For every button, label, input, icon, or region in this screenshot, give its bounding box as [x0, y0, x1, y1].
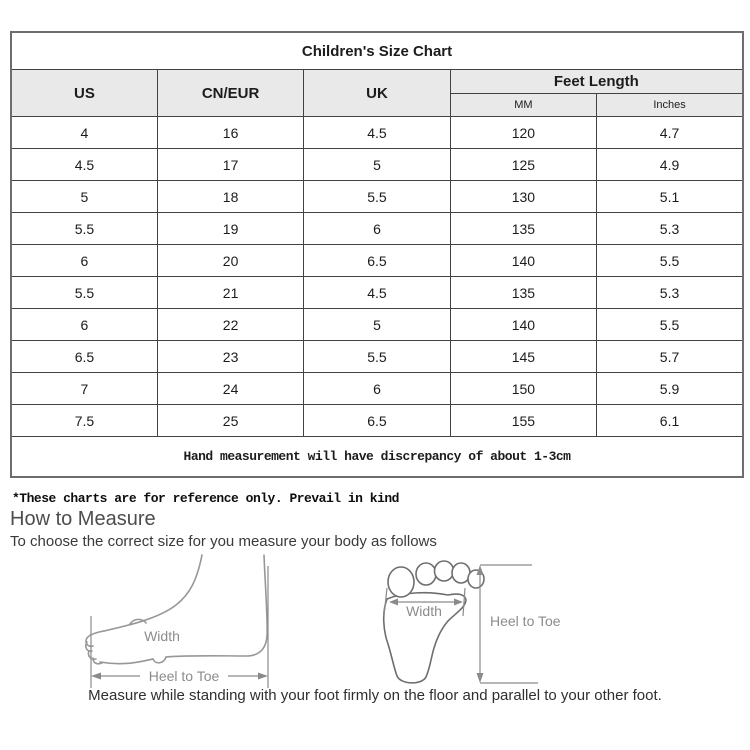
size-cell: 5.5: [10, 212, 158, 245]
size-cell: 5.5: [596, 308, 744, 341]
column-header-us: US: [10, 69, 158, 117]
size-cell: 6: [303, 212, 451, 245]
size-cell: 135: [449, 276, 598, 309]
table-row: 5.5 19 6 135 5.3: [10, 212, 744, 245]
column-header-feet-length: Feet Length: [449, 69, 744, 94]
column-header-uk: UK: [303, 69, 451, 117]
size-cell: 150: [449, 372, 598, 405]
table-row: 6.5 23 5.5 145 5.7: [10, 340, 744, 373]
size-cell: 5.3: [596, 212, 744, 245]
size-cell: 19: [156, 212, 305, 245]
table-row: 4 16 4.5 120 4.7: [10, 116, 744, 149]
size-cell: 6: [303, 372, 451, 405]
size-cell: 5.5: [303, 180, 451, 213]
size-cell: 4: [10, 116, 158, 149]
size-cell: 6.5: [10, 340, 158, 373]
arrowheads: [91, 672, 268, 680]
size-cell: 135: [449, 212, 598, 245]
table-footnote-row: Hand measurement will have discrepancy o…: [10, 436, 744, 478]
size-cell: 4.5: [10, 148, 158, 181]
size-cell: 20: [156, 244, 305, 277]
size-cell: 125: [449, 148, 598, 181]
footprint-diagram: Width Heel to Toe: [382, 560, 561, 684]
size-cell: 4.7: [596, 116, 744, 149]
table-row: 7.5 25 6.5 155 6.1: [10, 404, 744, 437]
size-cell: 5.7: [596, 340, 744, 373]
width-measure-lines: [383, 587, 466, 617]
table-row: 5 18 5.5 130 5.1: [10, 180, 744, 213]
size-cell: 17: [156, 148, 305, 181]
table-row: 7 24 6 150 5.9: [10, 372, 744, 405]
table-title-row: Children's Size Chart: [10, 31, 744, 70]
footprint-outline-icon: [382, 560, 485, 684]
size-cell: 4.5: [303, 276, 451, 309]
size-cell: 5: [303, 148, 451, 181]
size-cell: 5.9: [596, 372, 744, 405]
size-cell: 24: [156, 372, 305, 405]
size-cell: 5.3: [596, 276, 744, 309]
size-cell: 145: [449, 340, 598, 373]
how-to-measure-heading: How to Measure: [10, 508, 156, 530]
size-chart-title: Children's Size Chart: [10, 31, 744, 70]
measurement-discrepancy-note: Hand measurement will have discrepancy o…: [10, 436, 744, 478]
side-foot-heel-to-toe-label: Heel to Toe: [149, 668, 220, 684]
size-cell: 4.9: [596, 148, 744, 181]
measure-instruction-caption: Measure while standing with your foot fi…: [88, 687, 662, 704]
footprint-width-label: Width: [406, 603, 442, 619]
table-row: 4.5 17 5 125 4.9: [10, 148, 744, 181]
size-cell: 140: [449, 308, 598, 341]
table-header-row: US CN/EUR UK Feet Length: [10, 69, 744, 117]
size-cell: 6.5: [303, 404, 451, 437]
size-cell: 155: [449, 404, 598, 437]
side-foot-width-label: Width: [144, 628, 180, 644]
size-cell: 22: [156, 308, 305, 341]
size-cell: 130: [449, 180, 598, 213]
size-cell: 18: [156, 180, 305, 213]
size-cell: 16: [156, 116, 305, 149]
foot-side-outline-icon: [85, 554, 268, 665]
column-header-mm: MM: [449, 93, 598, 117]
size-cell: 6: [10, 244, 158, 277]
size-cell: 6: [10, 308, 158, 341]
column-header-cn-eur: CN/EUR: [156, 69, 305, 117]
size-cell: 5.5: [303, 340, 451, 373]
size-cell: 5.5: [596, 244, 744, 277]
column-header-inches: Inches: [596, 93, 744, 117]
size-cell: 6.5: [303, 244, 451, 277]
table-row: 6 20 6.5 140 5.5: [10, 244, 744, 277]
size-cell: 7.5: [10, 404, 158, 437]
size-cell: 7: [10, 372, 158, 405]
size-cell: 4.5: [303, 116, 451, 149]
table-row: 6 22 5 140 5.5: [10, 308, 744, 341]
heel-to-toe-measure-lines: [479, 564, 538, 684]
size-cell: 5.1: [596, 180, 744, 213]
footprint-heel-to-toe-label: Heel to Toe: [490, 613, 561, 629]
size-cell: 21: [156, 276, 305, 309]
size-cell: 140: [449, 244, 598, 277]
size-cell: 5: [10, 180, 158, 213]
foot-side-view-diagram: Width Heel to Toe: [85, 554, 269, 688]
arrowheads: [389, 565, 484, 683]
size-cell: 5.5: [10, 276, 158, 309]
size-cell: 6.1: [596, 404, 744, 437]
size-cell: 120: [449, 116, 598, 149]
table-row: 5.5 21 4.5 135 5.3: [10, 276, 744, 309]
size-cell: 5: [303, 308, 451, 341]
how-to-measure-subtitle: To choose the correct size for you measu…: [10, 533, 437, 550]
size-cell: 25: [156, 404, 305, 437]
size-chart-table: Children's Size Chart US CN/EUR UK Feet …: [10, 31, 744, 478]
size-cell: 23: [156, 340, 305, 373]
reference-only-note: *These charts are for reference only. Pr…: [12, 491, 399, 506]
